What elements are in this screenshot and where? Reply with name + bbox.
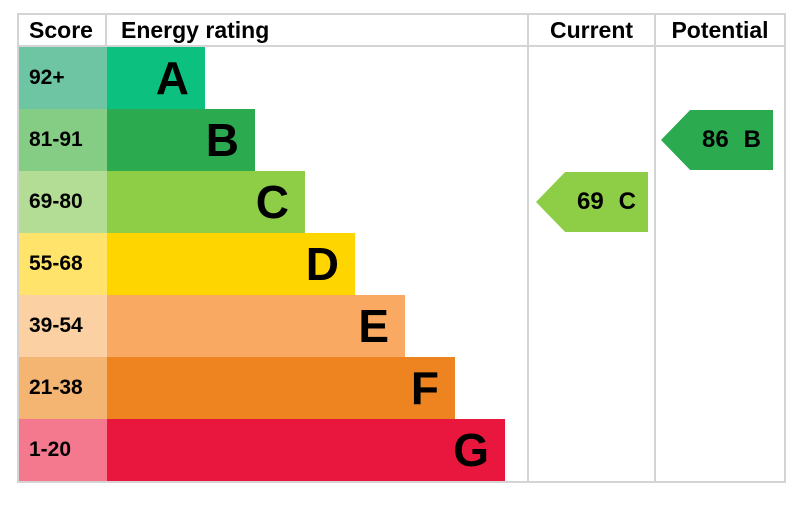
band-row-g: 1-20 G [19,419,784,481]
potential-rating-letter: B [743,126,762,153]
rating-bar-a: A [107,47,205,109]
rating-bar-d: D [107,233,355,295]
band-letter-c: C [255,176,289,228]
energy-current-divider [527,15,529,481]
energy-bands: 92+ A 81-91 B 69-80 C 55-68 D 39-54 E 21-38 F 1-20 G [19,47,784,481]
score-range-a: 92+ [19,47,107,109]
band-letter-f: F [410,362,439,414]
band-row-f: 21-38 F [19,357,784,419]
energy-rating-header: Energy rating [121,16,270,43]
score-range-g: 1-20 [19,419,107,481]
current-potential-divider [654,15,656,481]
score-header: Score [29,16,93,43]
rating-bar-c: C [107,171,305,233]
band-row-b: 81-91 B [19,109,784,171]
band-row-a: 92+ A [19,47,784,109]
current-rating-value: 69 [576,188,604,215]
score-range-b: 81-91 [19,109,107,171]
band-row-e: 39-54 E [19,295,784,357]
header-underline [17,45,786,47]
score-range-e: 39-54 [19,295,107,357]
band-row-d: 55-68 D [19,233,784,295]
score-energy-divider [105,15,107,47]
score-range-f: 21-38 [19,357,107,419]
rating-bar-g: G [107,419,505,481]
potential-rating-value: 86 [701,126,729,153]
rating-bar-b: B [107,109,255,171]
rating-bar-f: F [107,357,455,419]
band-letter-d: D [305,238,339,290]
band-letter-a: A [155,52,189,104]
band-row-c: 69-80 C [19,171,784,233]
current-rating-letter: C [618,188,637,215]
rating-bar-e: E [107,295,405,357]
band-letter-e: E [358,300,389,352]
band-letter-b: B [205,114,239,166]
current-header: Current [549,16,634,43]
score-range-d: 55-68 [19,233,107,295]
band-letter-g: G [453,424,489,476]
potential-header: Potential [671,16,769,43]
score-range-c: 69-80 [19,171,107,233]
table-outline [17,13,786,483]
